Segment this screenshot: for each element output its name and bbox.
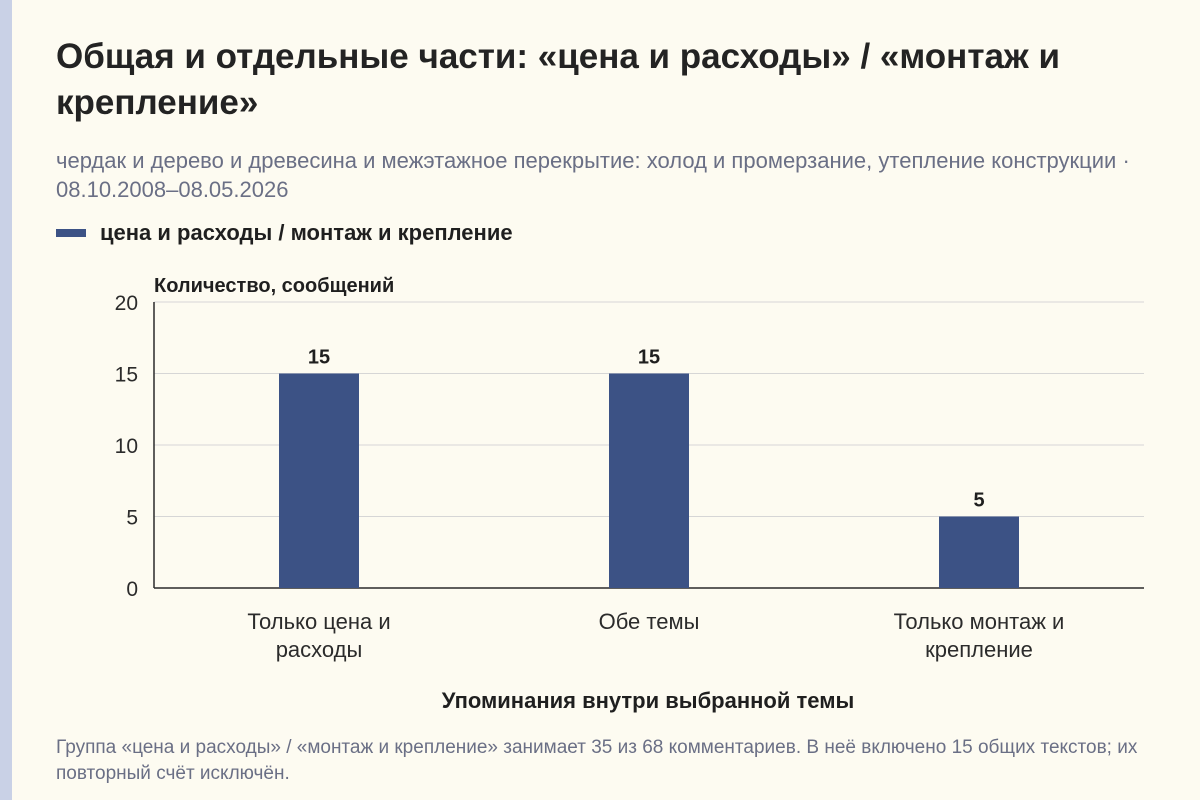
bar xyxy=(279,373,359,588)
x-tick-label: Обе темы xyxy=(599,609,700,634)
legend: цена и расходы / монтаж и крепление xyxy=(56,219,513,247)
bar xyxy=(939,516,1019,588)
bar-value-label: 15 xyxy=(638,347,660,369)
y-tick-label: 10 xyxy=(115,435,138,458)
chart-title: Общая и отдельные части: «цена и расходы… xyxy=(56,37,1060,122)
chart-caption: Группа «цена и расходы» / «монтаж и креп… xyxy=(56,737,1138,784)
left-accent-strip xyxy=(0,0,12,800)
bar-value-label: 15 xyxy=(308,347,330,369)
bar xyxy=(609,373,689,588)
legend-label: цена и расходы / монтаж и крепление xyxy=(100,220,513,245)
x-axis-label: Упоминания внутри выбранной темы xyxy=(442,688,855,713)
y-tick-label: 15 xyxy=(115,364,138,387)
chart-subtitle: чердак и дерево и древесина и межэтажное… xyxy=(56,148,1130,202)
y-tick-label: 0 xyxy=(126,578,138,601)
legend-swatch xyxy=(56,229,86,237)
y-tick-label: 5 xyxy=(126,507,138,530)
bar-value-label: 5 xyxy=(973,490,984,512)
x-tick-label: Только монтаж и крепление xyxy=(894,609,1065,662)
x-tick-label: Только цена и расходы xyxy=(247,609,390,662)
y-tick-label: 20 xyxy=(115,292,138,315)
y-axis-label: Количество, сообщений xyxy=(154,275,394,297)
